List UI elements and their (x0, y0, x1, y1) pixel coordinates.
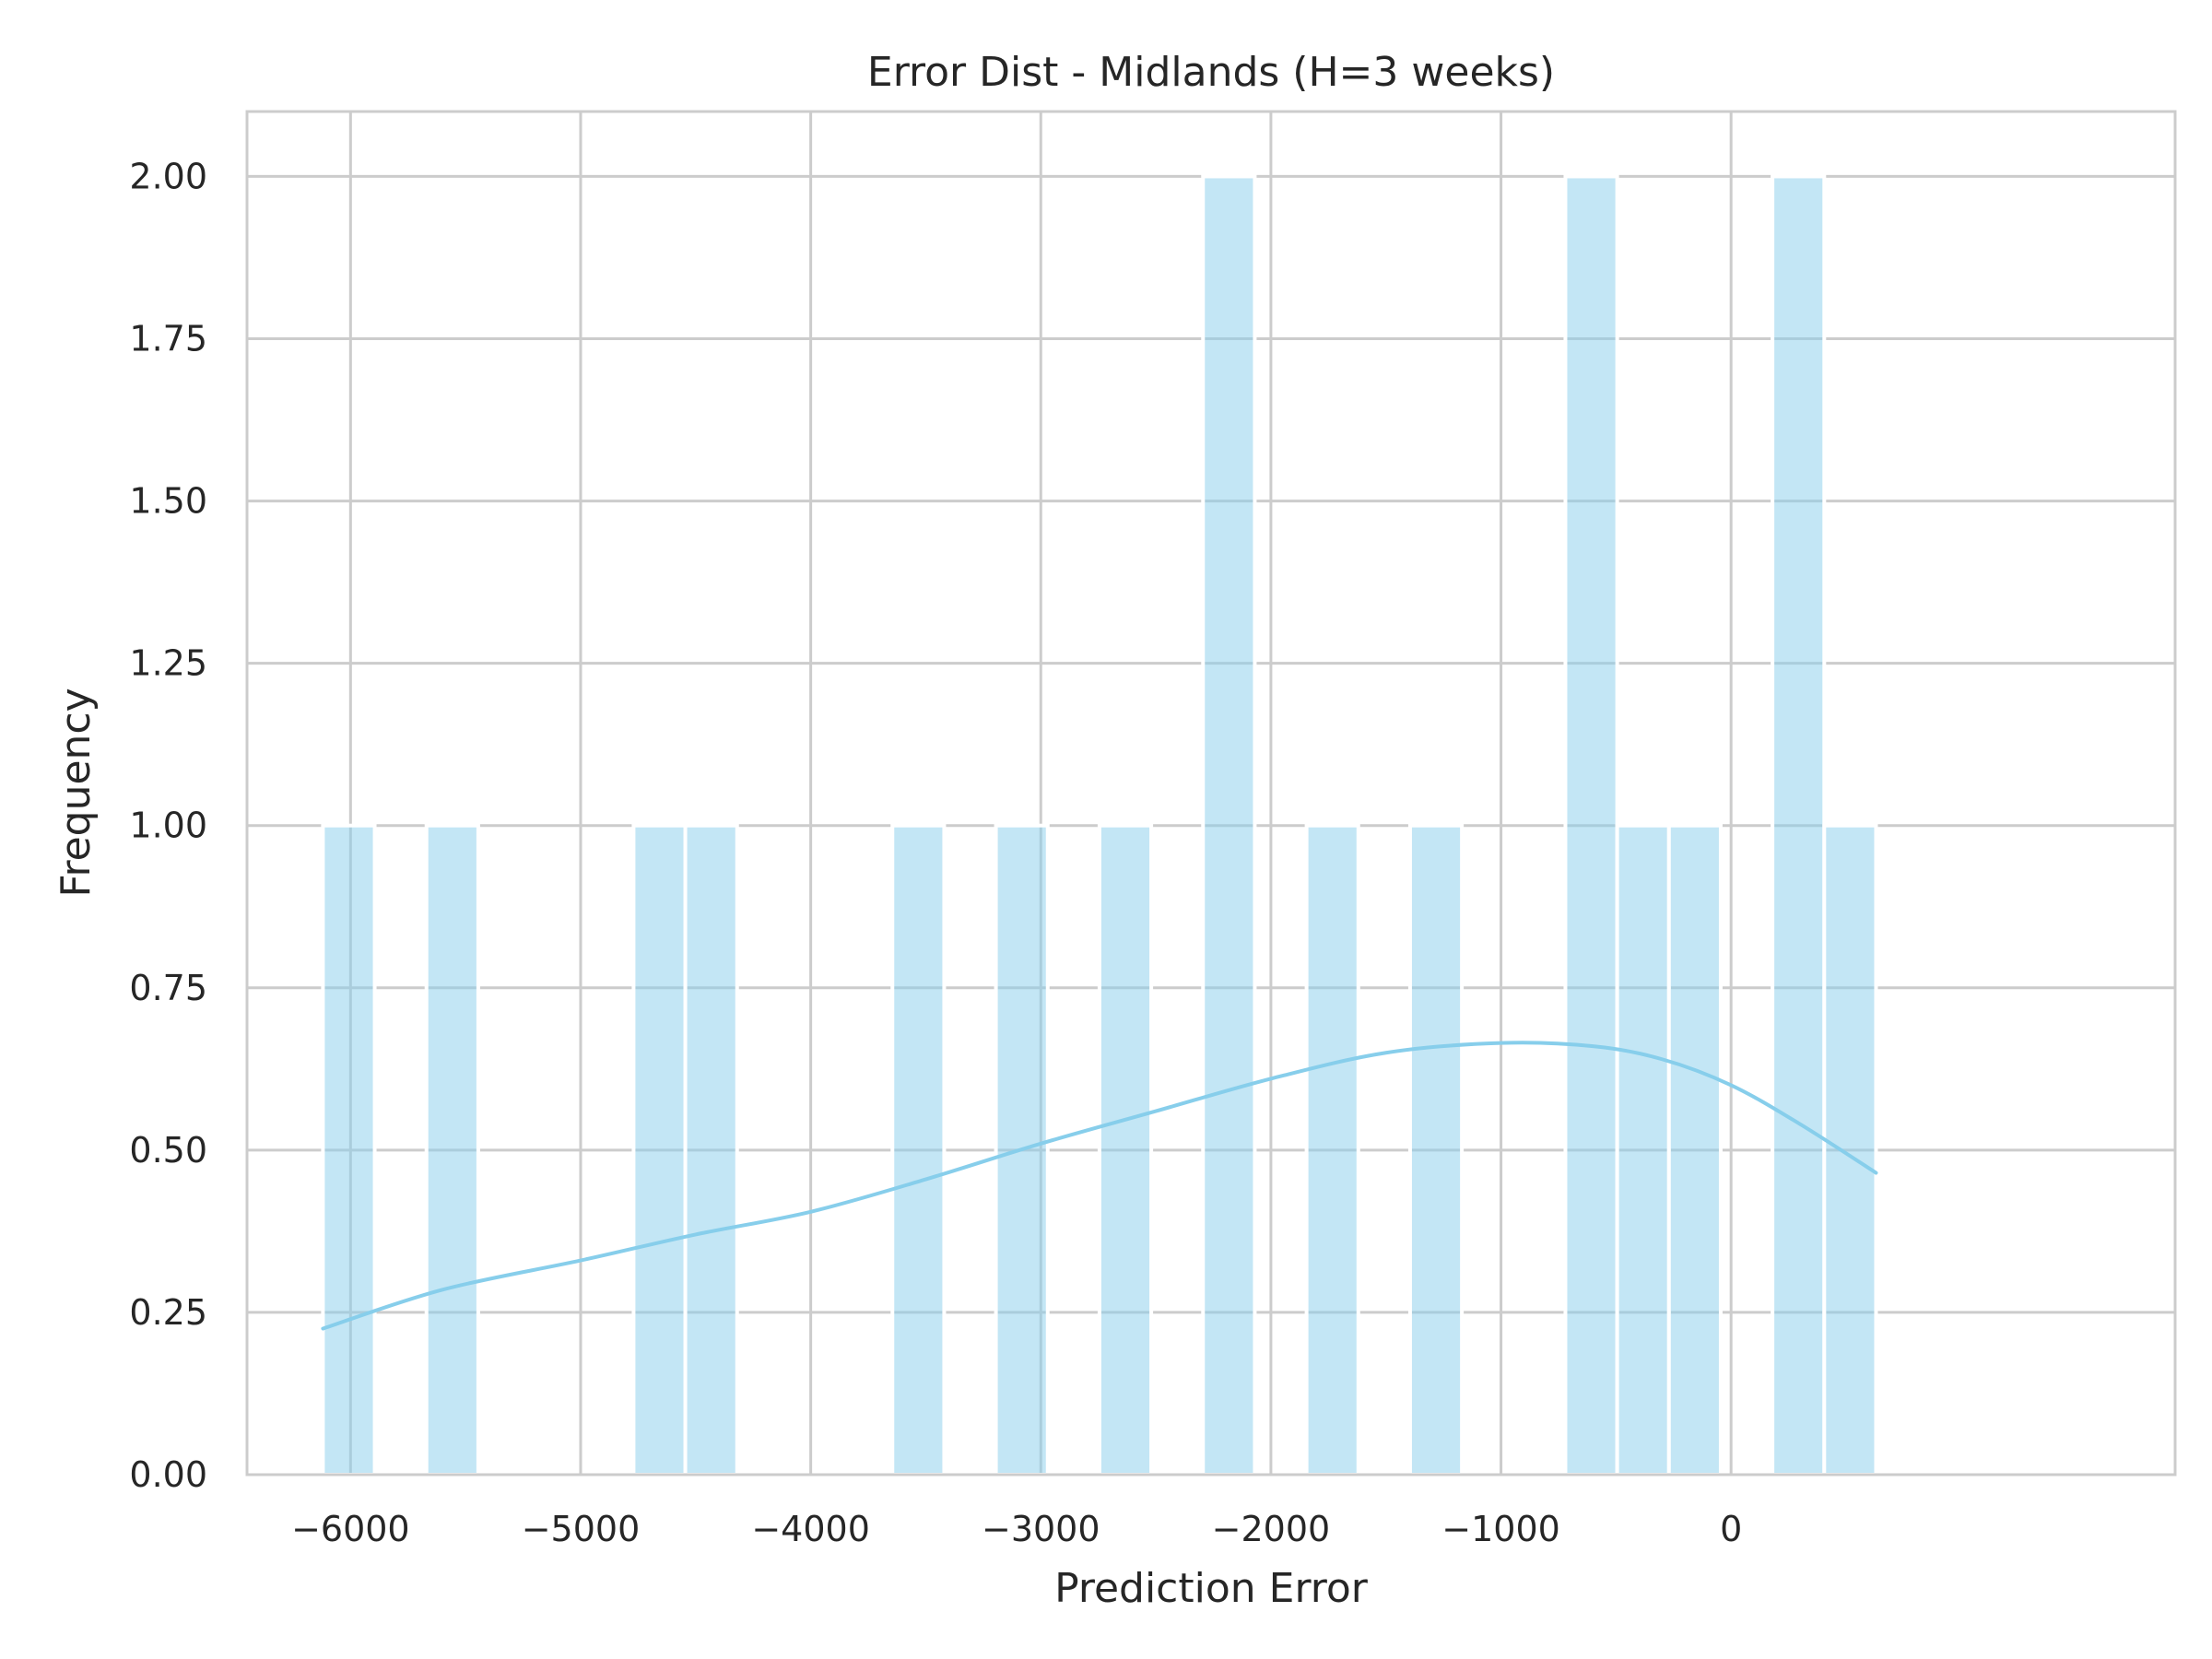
histogram-bar (1407, 823, 1465, 1477)
histogram-bar (1201, 174, 1257, 1477)
x-tick-label: −3000 (982, 1509, 1100, 1549)
y-axis-ticks: 0.00 0.25 0.50 0.75 1.00 1.25 1.50 1.75 2.00 (129, 156, 207, 1495)
histogram-bar (1304, 823, 1360, 1477)
histogram-bars (321, 174, 1878, 1477)
histogram-bar (1097, 823, 1154, 1477)
histogram-bar (1822, 823, 1878, 1477)
y-tick-label: 1.50 (129, 481, 207, 522)
y-tick-label: 0.00 (129, 1454, 207, 1495)
y-tick-label: 0.50 (129, 1130, 207, 1171)
x-tick-label: −4000 (751, 1509, 870, 1549)
plot-frame (245, 110, 2177, 1477)
histogram-bar (1615, 823, 1671, 1477)
histogram-bar (631, 823, 688, 1477)
histogram-bar (424, 823, 480, 1477)
x-axis-ticks: −6000 −5000 −4000 −3000 −2000 −1000 0 (291, 1509, 1742, 1549)
y-axis-label: Frequency (53, 688, 100, 897)
y-tick-label: 1.75 (129, 319, 207, 359)
chart-title: Error Dist - Midlands (H=3 weeks) (867, 49, 1555, 96)
histogram-bar (321, 823, 377, 1477)
y-tick-label: 0.25 (129, 1292, 207, 1333)
x-tick-label: −5000 (522, 1509, 641, 1549)
y-tick-label: 0.75 (129, 968, 207, 1008)
y-tick-label: 2.00 (129, 156, 207, 196)
kde-line (321, 1041, 1878, 1331)
x-axis-label: Prediction Error (1054, 1565, 1369, 1612)
y-tick-label: 1.25 (129, 643, 207, 684)
histogram-bar (1666, 823, 1723, 1477)
x-tick-label: −1000 (1441, 1509, 1560, 1549)
histogram-bar (1563, 174, 1619, 1477)
x-tick-label: 0 (1720, 1509, 1742, 1549)
y-tick-label: 1.00 (129, 806, 207, 846)
histogram-bar (683, 823, 739, 1477)
x-tick-label: −6000 (291, 1509, 410, 1549)
x-tick-label: −2000 (1212, 1509, 1331, 1549)
histogram-bar (1771, 174, 1827, 1477)
histogram-bar (890, 823, 947, 1477)
